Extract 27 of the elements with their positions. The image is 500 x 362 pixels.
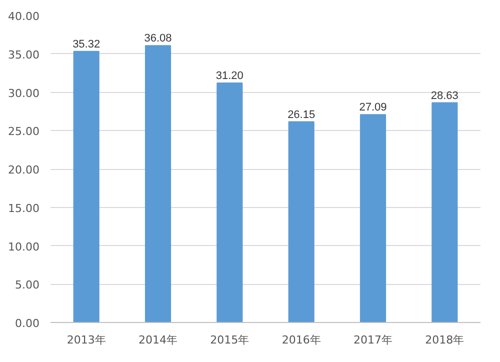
bar bbox=[360, 114, 386, 322]
y-tick-label: 35.00 bbox=[8, 48, 40, 62]
x-tick-label: 2016年 bbox=[282, 334, 321, 346]
bar bbox=[73, 50, 100, 322]
x-tick-label: 2018年 bbox=[425, 334, 464, 346]
data-label: 27.09 bbox=[359, 102, 387, 114]
y-tick-label: 0.00 bbox=[15, 317, 40, 330]
bar bbox=[144, 45, 172, 322]
y-tick-label: 25.00 bbox=[8, 125, 40, 138]
x-tick-label: 2014年 bbox=[138, 334, 178, 346]
x-tick-label: 2015年 bbox=[210, 334, 250, 346]
data-label: 26.15 bbox=[288, 108, 316, 121]
x-tick-label: 2017年 bbox=[354, 334, 393, 346]
data-label: 28.63 bbox=[430, 90, 458, 102]
bar bbox=[288, 121, 314, 322]
bar bbox=[216, 82, 243, 322]
y-tick-label: 30.00 bbox=[8, 86, 40, 100]
bar bbox=[432, 102, 458, 322]
data-label: 35.32 bbox=[72, 38, 100, 50]
y-tick-label: 5.00 bbox=[15, 278, 40, 292]
y-tick-label: 10.00 bbox=[8, 240, 40, 254]
data-label: 31.20 bbox=[216, 70, 244, 82]
data-label: 36.08 bbox=[144, 32, 172, 45]
x-tick-label: 2013年 bbox=[66, 334, 106, 346]
y-tick-label: 20.00 bbox=[8, 164, 40, 176]
y-tick-label: 40.00 bbox=[8, 10, 40, 23]
y-tick-label: 15.00 bbox=[8, 202, 40, 215]
